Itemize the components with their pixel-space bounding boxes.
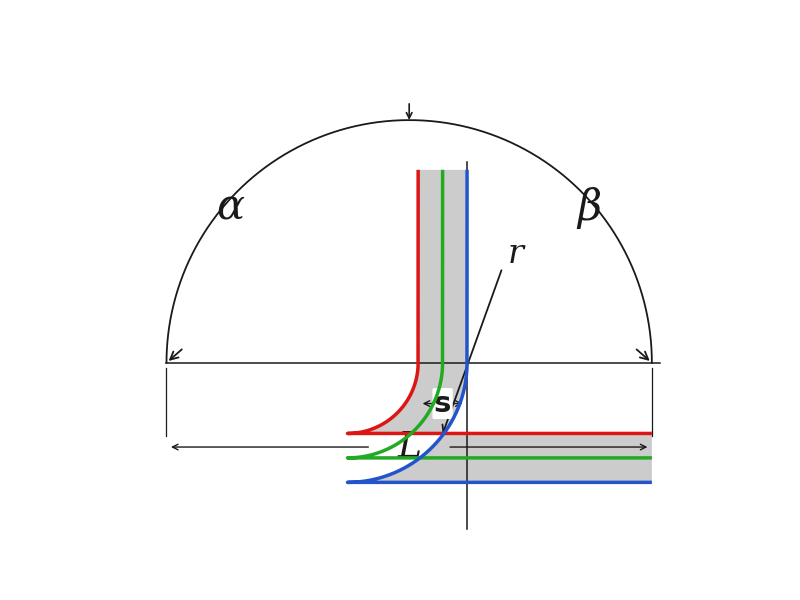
- Text: r: r: [508, 238, 524, 270]
- Text: α: α: [217, 187, 245, 229]
- Polygon shape: [347, 170, 652, 482]
- Text: β: β: [578, 187, 602, 229]
- Text: s: s: [434, 389, 451, 418]
- Text: L: L: [397, 430, 421, 464]
